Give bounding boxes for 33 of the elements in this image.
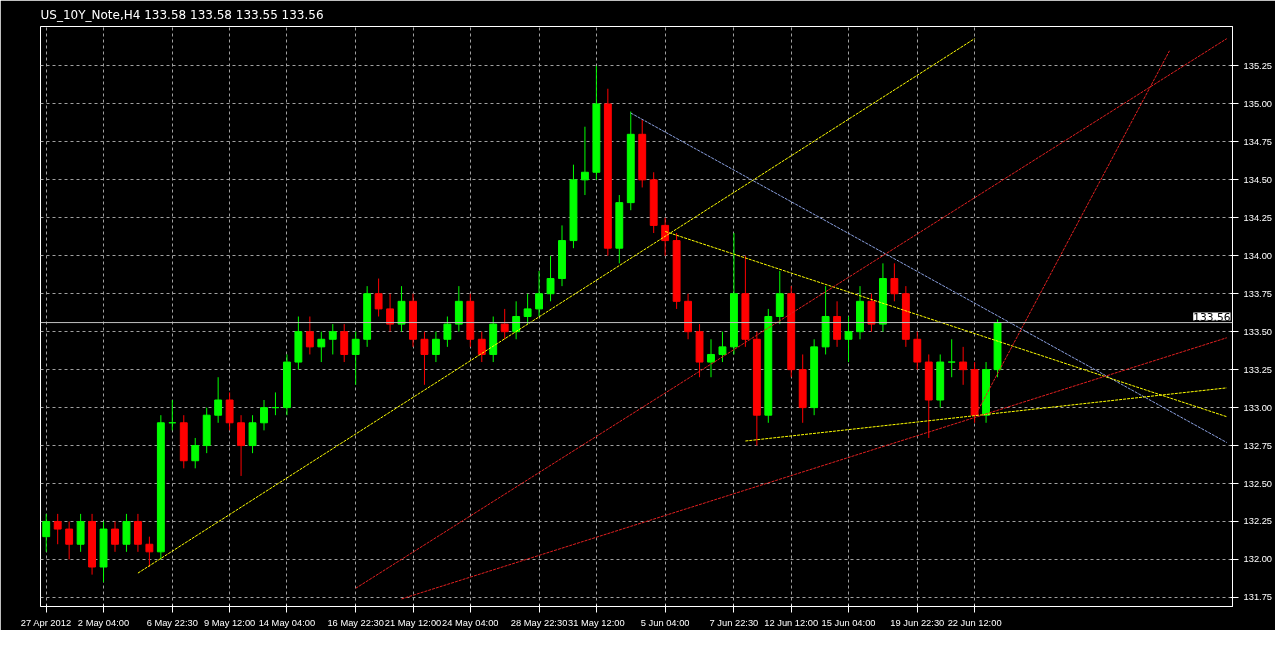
x-tick-label: 5 Jun 04:00 bbox=[640, 617, 690, 628]
y-tick-label: 133.50 bbox=[1243, 326, 1273, 337]
y-tick-label: 135.25 bbox=[1243, 60, 1273, 71]
x-tick-label: 31 May 12:00 bbox=[568, 617, 625, 628]
y-tick-label: 132.25 bbox=[1243, 516, 1273, 527]
x-tick-label: 27 Apr 2012 bbox=[20, 617, 72, 628]
x-tick-label: 12 Jun 12:00 bbox=[764, 617, 819, 628]
y-tick-label: 134.25 bbox=[1243, 212, 1273, 223]
chart-title: US_10Y_Note,H4 133.58 133.58 133.55 133.56 bbox=[40, 7, 324, 22]
y-tick-label: 131.75 bbox=[1243, 592, 1273, 603]
x-tick-label: 14 May 04:00 bbox=[258, 617, 316, 628]
y-tick-label: 134.75 bbox=[1243, 136, 1273, 147]
x-tick-label: 7 Jun 22:30 bbox=[709, 617, 759, 628]
x-tick-label: 28 May 22:30 bbox=[510, 617, 568, 628]
x-tick-label: 6 May 22:30 bbox=[146, 617, 198, 628]
y-tick-label: 132.00 bbox=[1243, 554, 1273, 565]
x-tick-label: 2 May 04:00 bbox=[77, 617, 130, 628]
y-tick-label: 133.75 bbox=[1243, 288, 1273, 299]
x-tick-label: 16 May 22:30 bbox=[327, 617, 384, 628]
ref-line-label: 133.56 bbox=[1193, 310, 1231, 324]
y-tick-label: 135.00 bbox=[1243, 98, 1273, 109]
x-tick-label: 15 Jun 04:00 bbox=[821, 617, 876, 628]
x-tick-label: 24 May 04:00 bbox=[442, 617, 499, 628]
y-tick-label: 132.50 bbox=[1243, 478, 1273, 489]
x-tick-label: 21 May 12:00 bbox=[384, 617, 442, 628]
y-tick-label: 132.75 bbox=[1243, 440, 1273, 451]
y-tick-label: 133.25 bbox=[1243, 364, 1273, 375]
y-tick-label: 133.00 bbox=[1243, 402, 1273, 413]
x-tick-label: 22 Jun 12:00 bbox=[947, 617, 1002, 628]
x-tick-label: 19 Jun 22:30 bbox=[890, 617, 945, 628]
x-tick-label: 9 May 12:00 bbox=[203, 617, 256, 628]
y-tick-label: 134.50 bbox=[1243, 174, 1273, 185]
y-tick-label: 134.00 bbox=[1243, 250, 1273, 261]
